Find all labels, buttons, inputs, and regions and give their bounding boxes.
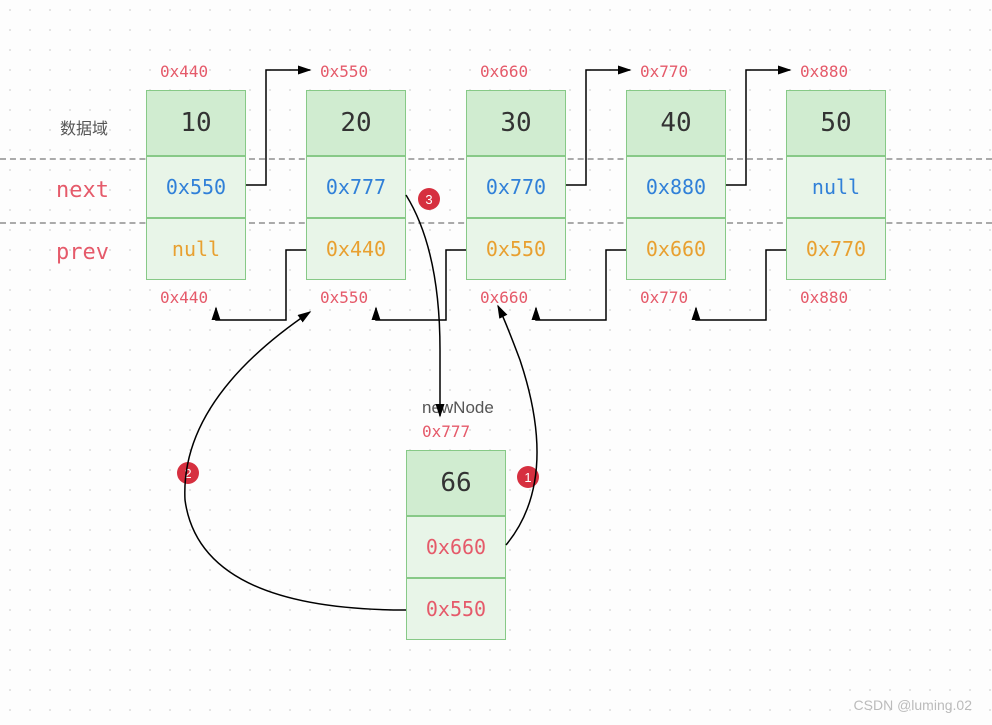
- node-2: 30 0x770 0x550: [466, 90, 566, 280]
- node-2-prev: 0x550: [466, 218, 566, 280]
- newnode-data: 66: [406, 450, 506, 516]
- addr-bottom-2: 0x660: [480, 288, 528, 307]
- badge-2: 2: [177, 462, 199, 484]
- node-4-data: 50: [786, 90, 886, 156]
- node-0-prev: null: [146, 218, 246, 280]
- addr-top-2: 0x660: [480, 62, 528, 81]
- node-1-next: 0x777: [306, 156, 406, 218]
- node-3-next: 0x880: [626, 156, 726, 218]
- newnode: 66 0x660 0x550: [406, 450, 506, 640]
- badge-1: 1: [517, 466, 539, 488]
- node-2-data: 30: [466, 90, 566, 156]
- node-4-next: null: [786, 156, 886, 218]
- label-next: next: [56, 178, 109, 203]
- node-0-data: 10: [146, 90, 246, 156]
- label-prev: prev: [56, 240, 109, 265]
- node-3-prev: 0x660: [626, 218, 726, 280]
- newnode-addr: 0x777: [422, 422, 470, 441]
- node-4-prev: 0x770: [786, 218, 886, 280]
- node-0-next: 0x550: [146, 156, 246, 218]
- node-3: 40 0x880 0x660: [626, 90, 726, 280]
- node-1-data: 20: [306, 90, 406, 156]
- addr-bottom-0: 0x440: [160, 288, 208, 307]
- addr-top-1: 0x550: [320, 62, 368, 81]
- node-4: 50 null 0x770: [786, 90, 886, 280]
- addr-bottom-4: 0x880: [800, 288, 848, 307]
- watermark: CSDN @luming.02: [854, 697, 972, 713]
- addr-top-4: 0x880: [800, 62, 848, 81]
- newnode-prev: 0x550: [406, 578, 506, 640]
- badge-3: 3: [418, 188, 440, 210]
- node-1-prev: 0x440: [306, 218, 406, 280]
- node-0: 10 0x550 null: [146, 90, 246, 280]
- node-2-next: 0x770: [466, 156, 566, 218]
- addr-top-0: 0x440: [160, 62, 208, 81]
- node-1: 20 0x777 0x440: [306, 90, 406, 280]
- label-data-field: 数据域: [60, 115, 108, 139]
- addr-top-3: 0x770: [640, 62, 688, 81]
- node-3-data: 40: [626, 90, 726, 156]
- newnode-next: 0x660: [406, 516, 506, 578]
- addr-bottom-1: 0x550: [320, 288, 368, 307]
- addr-bottom-3: 0x770: [640, 288, 688, 307]
- newnode-label: newNode: [422, 398, 494, 418]
